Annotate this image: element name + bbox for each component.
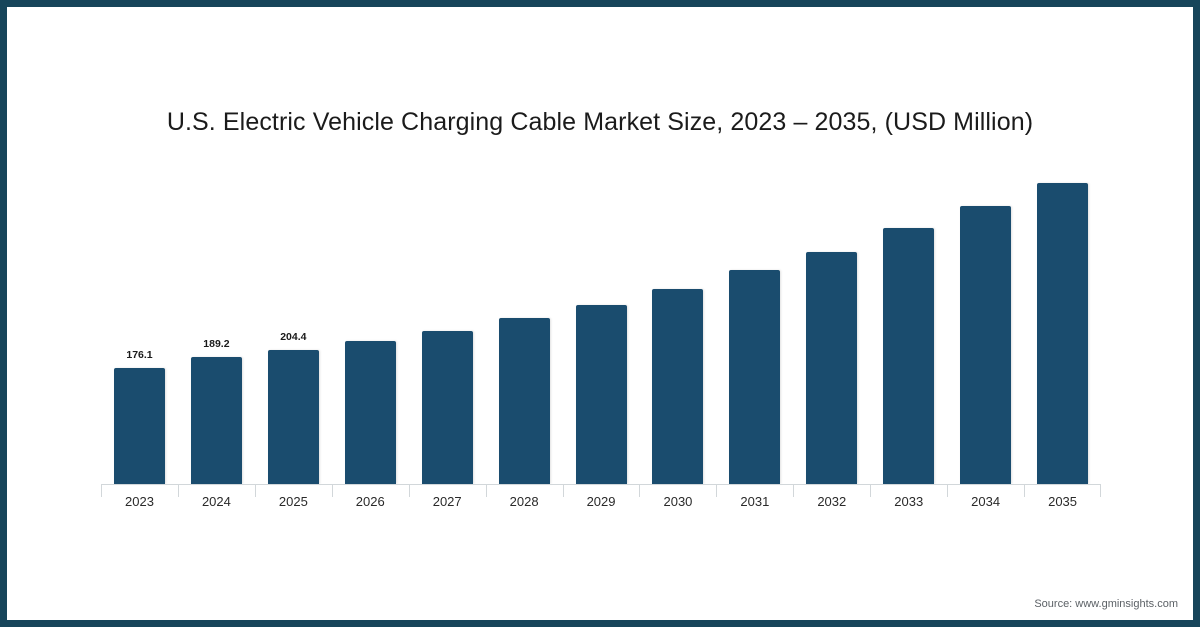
x-axis-tick (716, 484, 718, 497)
x-axis-tick (562, 484, 564, 497)
x-axis-tick (1024, 484, 1026, 497)
bar-slot (639, 160, 716, 484)
x-axis-line (101, 484, 1101, 485)
x-axis-tick (254, 484, 256, 497)
frame-border-top (0, 0, 1200, 7)
bar-slot (332, 160, 409, 484)
x-axis-tick-label: 2028 (509, 494, 539, 509)
bar-value-label: 204.4 (280, 331, 307, 343)
plot-area: 176.1 189.2 204.4 (101, 160, 1101, 484)
bar-slot: 176.1 (101, 160, 178, 484)
bar[interactable] (267, 350, 319, 484)
bar[interactable] (1037, 183, 1089, 484)
x-axis-tick-label: 2031 (740, 494, 770, 509)
bar[interactable] (190, 357, 242, 484)
x-axis-tick (1100, 484, 1101, 497)
bar-slot (563, 160, 640, 484)
x-axis-tick (793, 484, 795, 497)
x-axis-tick (408, 484, 410, 497)
x-axis-tick (485, 484, 487, 497)
x-axis-labels: 2023 2024 2025 2026 2027 2028 2029 2030 2031 2032… (101, 494, 1101, 516)
bar-value-label: 189.2 (203, 338, 230, 350)
x-axis-tick-label: 2027 (432, 494, 462, 509)
x-axis-tick-label: 2029 (586, 494, 616, 509)
x-axis-tick-label: 2024 (201, 494, 231, 509)
x-axis-tick (870, 484, 872, 497)
bar[interactable] (883, 228, 935, 484)
bar-slot: 189.2 (178, 160, 255, 484)
bar[interactable] (806, 252, 858, 484)
bar[interactable] (729, 270, 781, 484)
x-axis-tick (177, 484, 179, 497)
chart-title: U.S. Electric Vehicle Charging Cable Mar… (166, 108, 1034, 136)
frame-border-left (0, 0, 7, 627)
x-axis-tick-label: 2033 (894, 494, 924, 509)
bar[interactable] (114, 368, 165, 484)
x-axis-tick-label: 2034 (971, 494, 1001, 509)
bar-slot (870, 160, 947, 484)
source-note: Source: www.gminsights.com (1034, 598, 1178, 610)
bar[interactable] (960, 206, 1012, 484)
x-axis-tick (331, 484, 333, 497)
bar[interactable] (421, 331, 473, 484)
x-axis-tick-label: 2026 (355, 494, 385, 509)
x-axis-tick (639, 484, 641, 497)
bar-slot (409, 160, 486, 484)
x-axis-tick-label: 2032 (817, 494, 847, 509)
x-axis-tick (101, 484, 102, 497)
frame-border-right (1193, 0, 1200, 627)
bar-slot (793, 160, 870, 484)
x-axis-tick (947, 484, 949, 497)
bar-value-label: 176.1 (126, 349, 153, 361)
bar-slot: 204.4 (255, 160, 332, 484)
bar[interactable] (652, 289, 704, 484)
bar[interactable] (344, 341, 396, 484)
bar-slot (716, 160, 793, 484)
bar[interactable] (498, 318, 550, 484)
frame-border-bottom (0, 620, 1200, 627)
x-axis-tick-label: 2023 (125, 494, 154, 509)
bar[interactable] (575, 305, 627, 484)
x-axis-tick-label: 2035 (1048, 494, 1078, 509)
x-axis-tick-label: 2025 (278, 494, 308, 509)
x-axis-tick-label: 2030 (663, 494, 693, 509)
bar-slot (947, 160, 1024, 484)
bar-slot (486, 160, 563, 484)
bar-slot (1024, 160, 1101, 484)
